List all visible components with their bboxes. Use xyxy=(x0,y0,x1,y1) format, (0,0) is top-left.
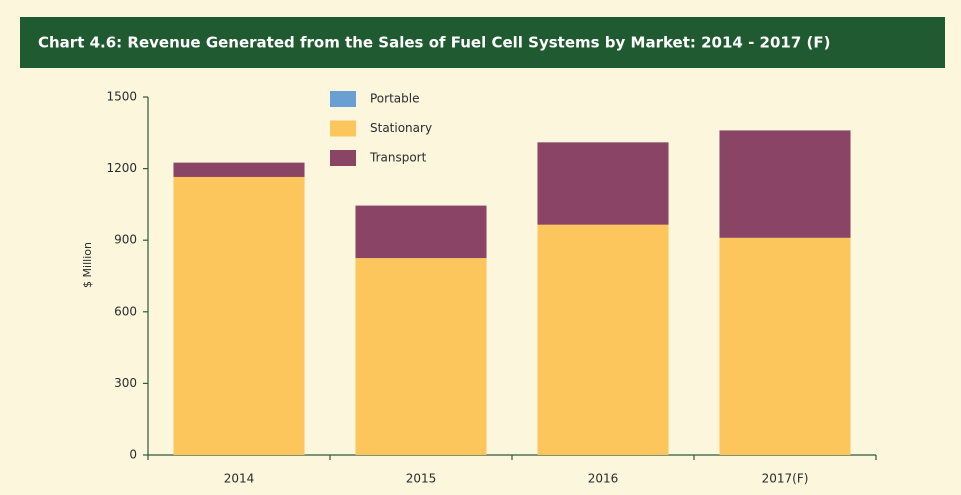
y-axis-label: $ Million xyxy=(81,242,94,288)
y-tick-label: 1200 xyxy=(106,161,137,175)
y-tick-label: 900 xyxy=(114,233,137,247)
bar-segment xyxy=(173,176,305,455)
bar-segment xyxy=(173,162,305,177)
x-tick-label: 2015 xyxy=(406,472,437,486)
bar-segment xyxy=(719,237,851,455)
legend-swatch xyxy=(330,150,356,166)
legend-label: Transport xyxy=(369,151,427,165)
legend-label: Stationary xyxy=(370,121,432,135)
x-tick-label: 2014 xyxy=(224,472,255,486)
bar-segment xyxy=(355,205,487,259)
y-tick-label: 300 xyxy=(114,376,137,390)
bar-segment xyxy=(355,258,487,455)
bar-segment xyxy=(537,142,669,225)
x-tick-label: 2016 xyxy=(588,472,619,486)
y-tick-label: 1500 xyxy=(106,90,137,104)
legend-swatch xyxy=(330,120,356,137)
bar-segment xyxy=(537,224,669,455)
bar-segment xyxy=(719,130,851,238)
chart-title: Chart 4.6: Revenue Generated from the Sa… xyxy=(38,34,830,52)
x-tick-label: 2017(F) xyxy=(762,472,809,486)
legend-label: Portable xyxy=(370,92,419,106)
y-tick-label: 0 xyxy=(129,448,137,462)
header-band xyxy=(20,17,945,68)
legend-swatch xyxy=(330,91,356,107)
y-tick-label: 600 xyxy=(114,304,137,318)
